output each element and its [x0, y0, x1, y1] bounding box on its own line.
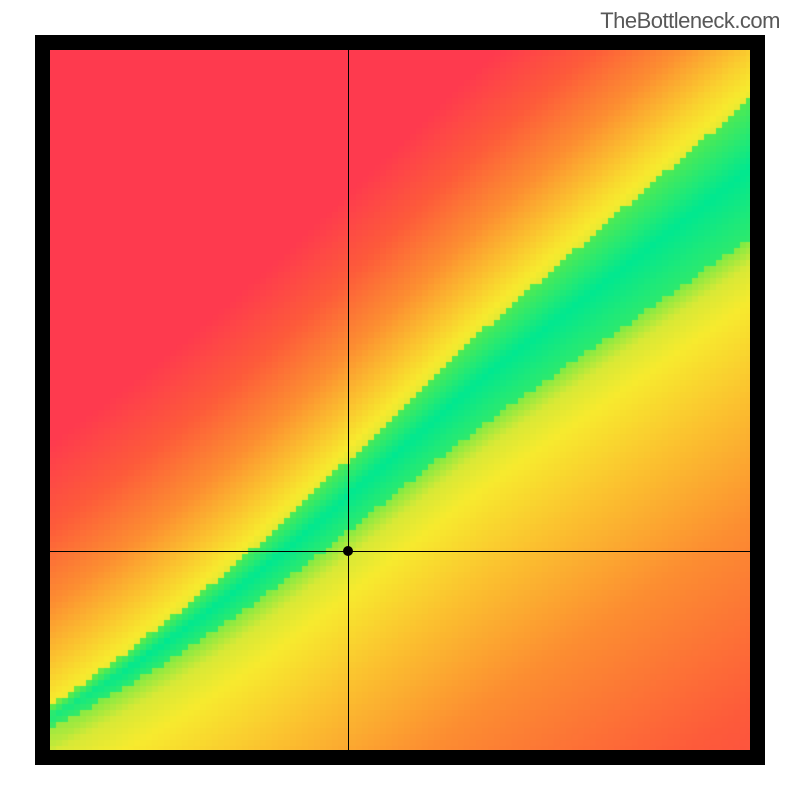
- crosshair-horizontal: [50, 551, 750, 552]
- watermark-text: TheBottleneck.com: [600, 8, 780, 34]
- heatmap-canvas: [50, 50, 750, 750]
- crosshair-vertical: [348, 50, 349, 750]
- crosshair-marker: [343, 546, 353, 556]
- chart-container: TheBottleneck.com: [0, 0, 800, 800]
- heatmap-plot: [50, 50, 750, 750]
- chart-frame: [35, 35, 765, 765]
